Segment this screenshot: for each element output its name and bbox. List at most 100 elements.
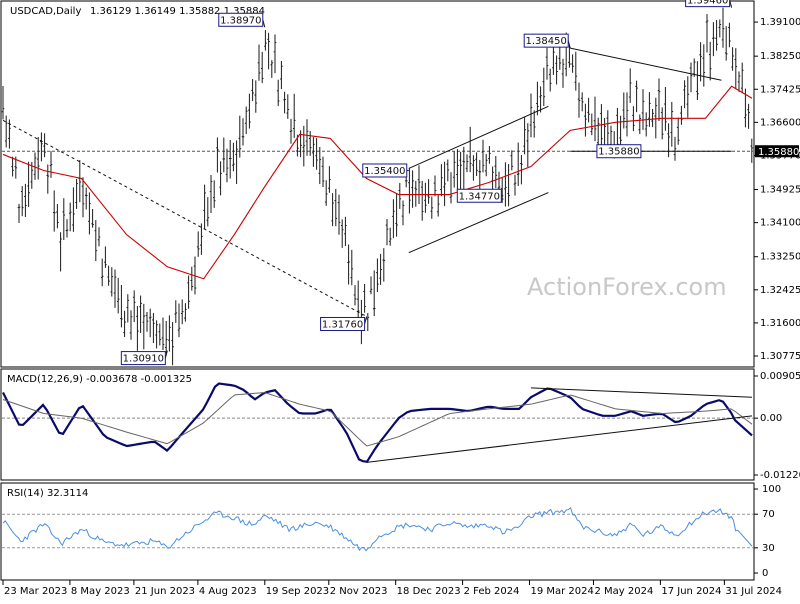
price-bar (411, 170, 414, 208)
price-bar (139, 295, 142, 333)
price-annotation: 1.39460 (685, 0, 733, 8)
price-bar (27, 161, 30, 207)
price-bar (305, 119, 309, 156)
price-bar (516, 142, 520, 187)
price-bar (40, 132, 43, 162)
price-bar (110, 267, 114, 297)
price-bar (216, 137, 219, 173)
price-axis-label: 1.37425 (760, 84, 800, 95)
symbol-label: USDCAD,Daily (10, 6, 81, 17)
price-bar (628, 68, 632, 103)
price-bar (619, 115, 622, 149)
price-bar (132, 290, 136, 323)
annotation-label: 1.38450 (526, 36, 567, 47)
price-axis-label: 1.33250 (760, 252, 800, 263)
price-bar (43, 133, 46, 158)
price-bar (244, 106, 248, 135)
price-bar (120, 284, 123, 328)
price-bar (641, 89, 645, 130)
price-bar (11, 156, 14, 177)
price-bar (232, 142, 235, 172)
annotation-box (596, 144, 642, 159)
price-annotation: 1.35400 (362, 163, 409, 178)
price-bar (254, 80, 258, 113)
price-bar (481, 139, 485, 173)
price-bar (382, 248, 386, 282)
price-bar (308, 131, 312, 156)
price-bar (635, 80, 638, 113)
price-bar (372, 270, 376, 317)
price-bar (273, 34, 277, 74)
price-axis-label: 1.36600 (760, 117, 800, 128)
time-axis-label: 19 Sep 2023 (266, 586, 329, 597)
price-bar (488, 146, 491, 164)
price-bar (664, 87, 667, 131)
price-bar (536, 81, 539, 116)
price-bar (264, 30, 267, 51)
price-bar (33, 152, 37, 180)
price-bar (721, 7, 725, 48)
price-bar (424, 182, 427, 213)
price-bar (452, 151, 456, 188)
price-bar (696, 61, 699, 101)
price-annotation: 1.38970 (218, 12, 266, 28)
price-bar (321, 156, 325, 187)
price-annotation: 1.30910 (120, 350, 168, 366)
price-bar (257, 44, 261, 81)
price-bar (673, 136, 677, 161)
price-bar (587, 97, 590, 123)
price-annotation: 1.34770 (456, 188, 504, 203)
macd-signal-line (2, 392, 753, 447)
price-bar (241, 118, 245, 146)
price-bar (17, 203, 21, 223)
price-bar (446, 159, 450, 182)
price-bar (676, 117, 680, 145)
price-bar (206, 197, 210, 227)
price-bar (529, 93, 533, 138)
price-layer: 1.38970 1.30910 1.35400 1.31760 1.34770 1.384… (1, 0, 754, 366)
price-axis-label: 1.30775 (760, 351, 800, 362)
price-bar (523, 117, 526, 155)
price-bar (494, 155, 498, 189)
price-bar (340, 219, 344, 248)
price-bar (184, 303, 187, 322)
macd-label: MACD(12,26,9) -0.003678 -0.001325 (7, 374, 192, 385)
price-bar (52, 190, 56, 232)
price-bar (379, 253, 382, 285)
price-bar (660, 107, 664, 140)
moving-average-line (2, 85, 753, 280)
price-bar (468, 126, 472, 173)
axis-layer: 1.391001.382501.374251.366001.357701.349… (2, 17, 800, 597)
price-bar (574, 51, 578, 91)
annotation-label: 1.38970 (220, 15, 261, 26)
price-bar (100, 258, 104, 287)
price-bar (126, 294, 130, 323)
price-bar (14, 156, 18, 179)
price-bar (388, 227, 392, 246)
price-bar (744, 88, 747, 128)
price-bar (657, 78, 661, 121)
price-bar (62, 198, 66, 241)
price-trend-line-0 (2, 119, 367, 317)
rsi-axis-label: 30 (762, 543, 775, 554)
time-axis-label: 23 Mar 2023 (4, 586, 67, 597)
price-bar (731, 47, 734, 71)
price-bar (260, 51, 264, 84)
price-bar (398, 182, 402, 209)
price-bar (248, 93, 251, 129)
price-bar (4, 115, 8, 148)
price-bar (168, 315, 171, 352)
price-bar (280, 61, 283, 90)
watermark: ActionForex.com (527, 273, 727, 301)
price-bar (1, 86, 5, 120)
price-bar (715, 20, 718, 51)
price-bar (65, 219, 69, 238)
price-bar (152, 312, 155, 344)
macd-axis-label: -0.012209 (760, 470, 800, 481)
price-bar (59, 232, 62, 272)
time-axis-label: 2 Nov 2023 (330, 586, 388, 597)
price-bar (484, 154, 488, 177)
price-bar (507, 164, 510, 207)
rsi-panel-frame (0, 482, 755, 581)
price-bar (708, 41, 712, 81)
